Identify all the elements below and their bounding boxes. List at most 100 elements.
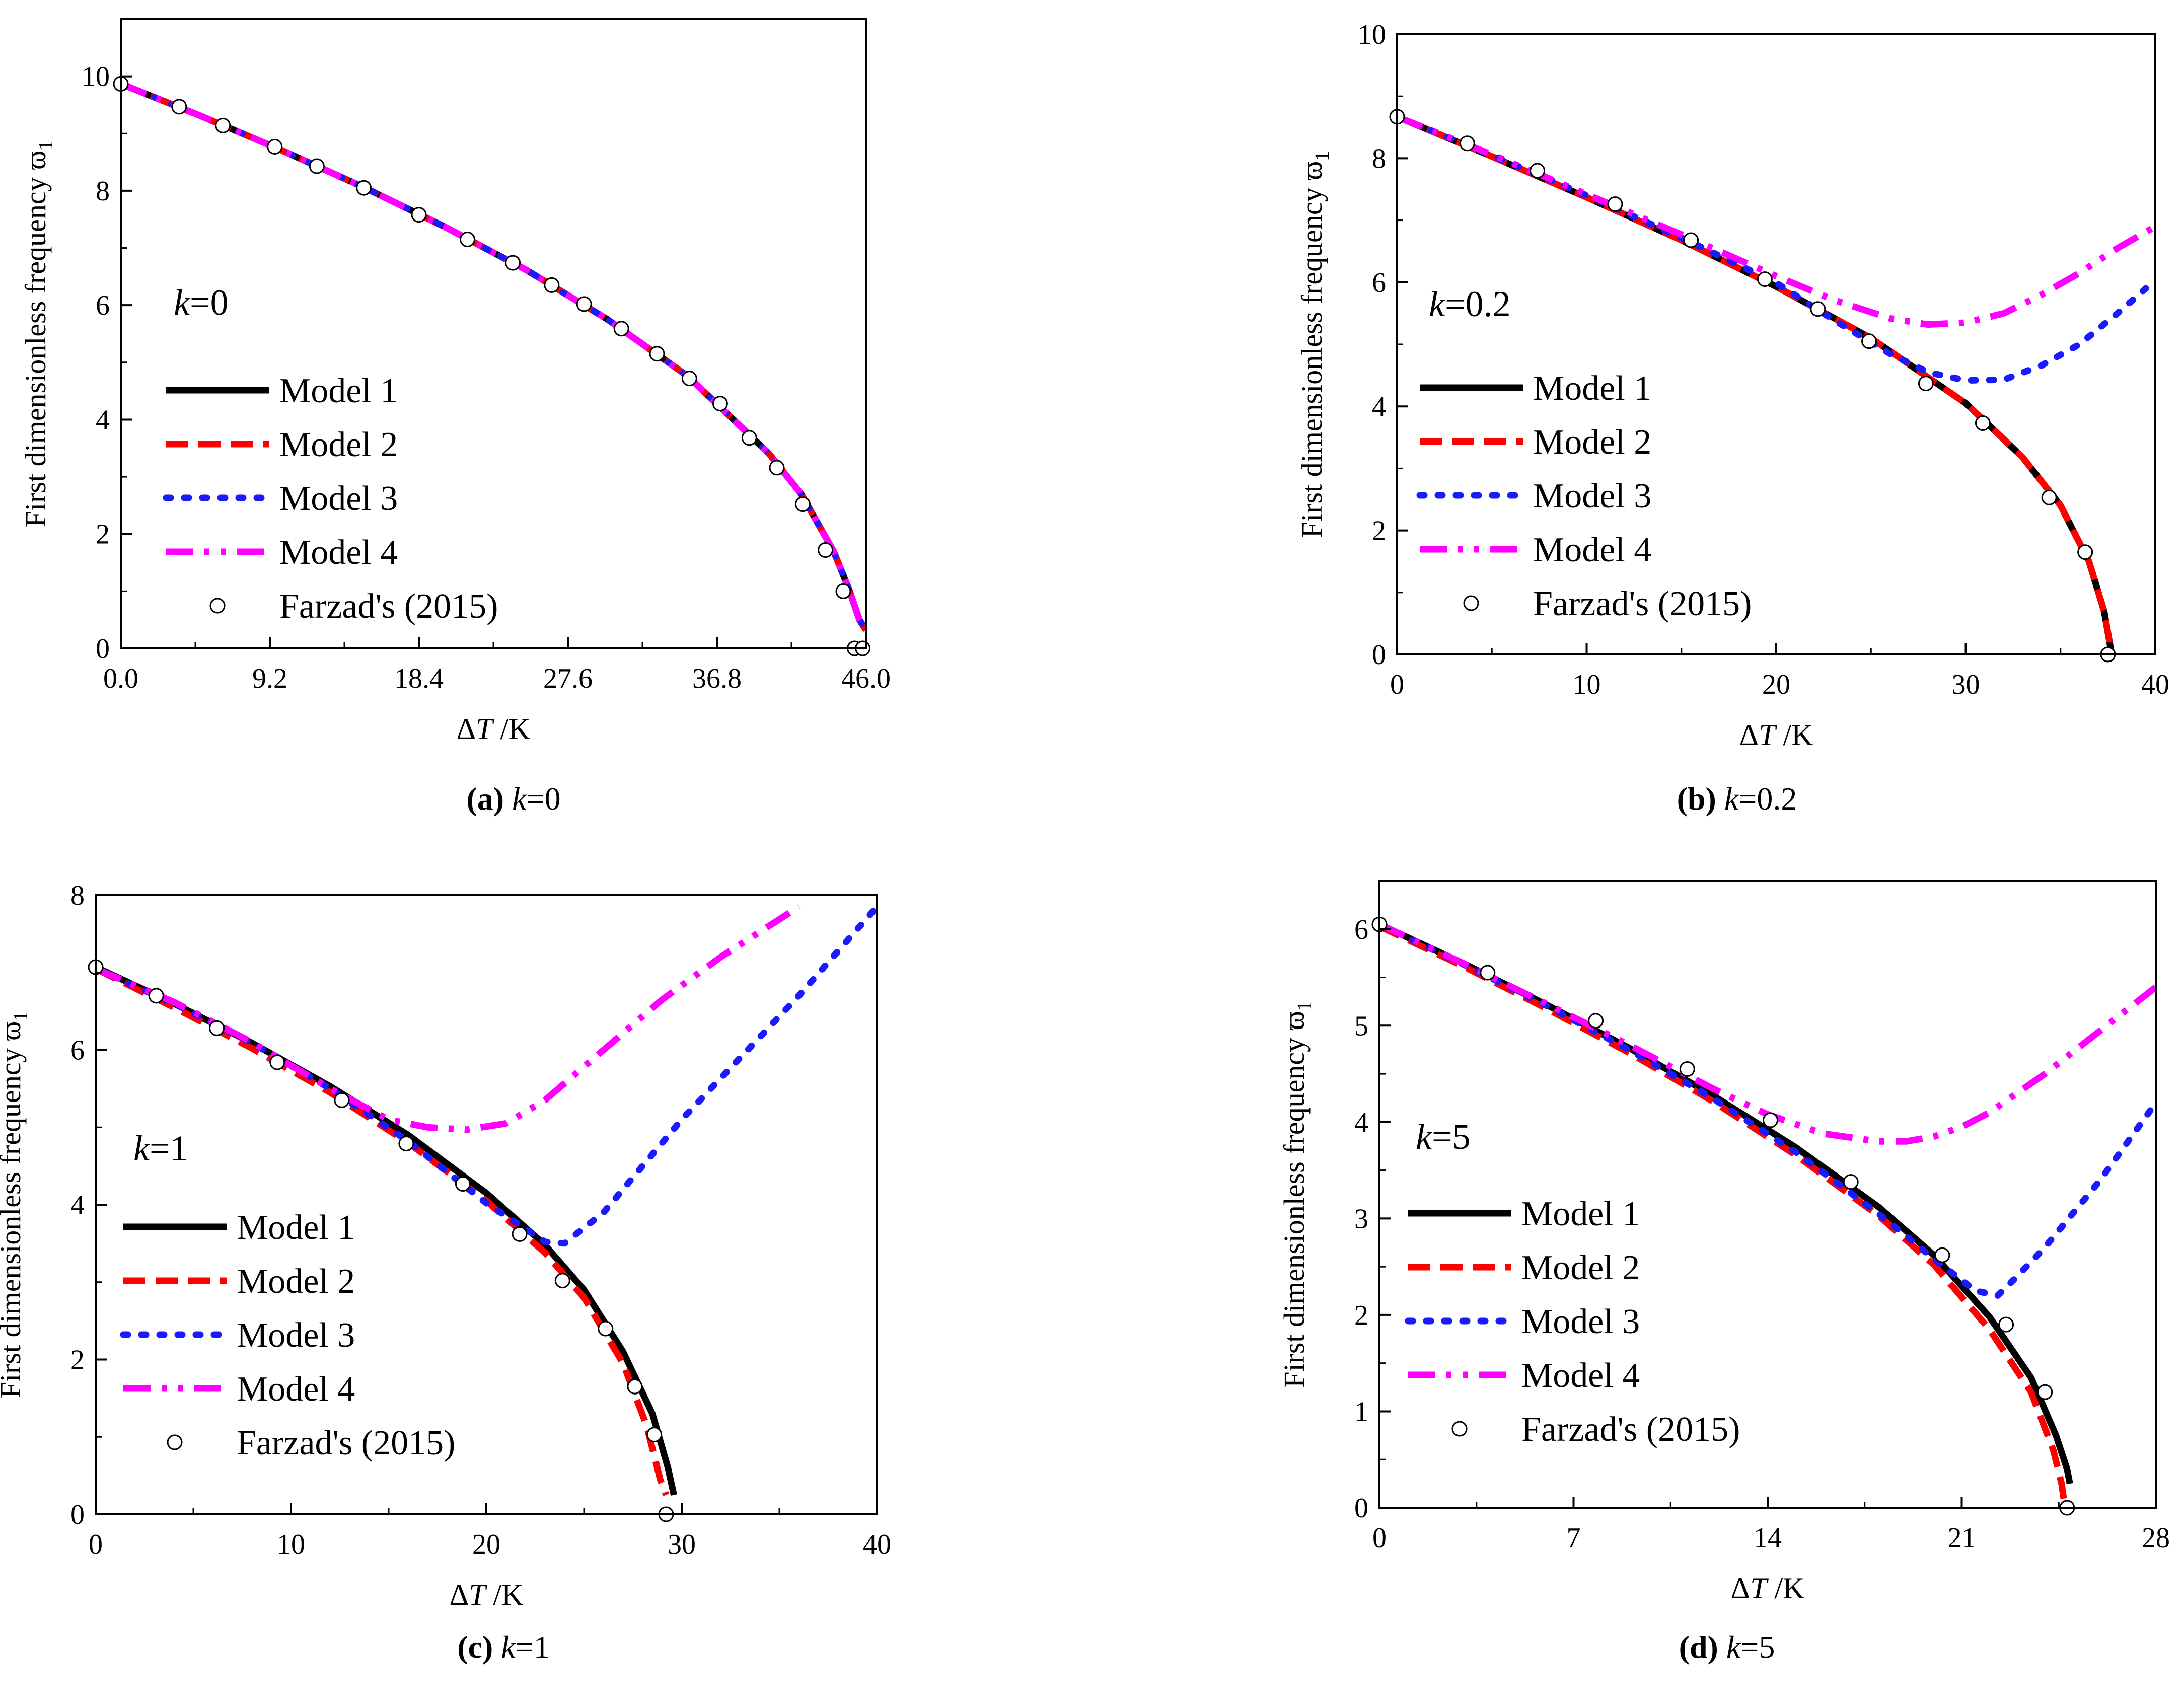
p1-k-annotation-val: =0.2 <box>1445 284 1511 324</box>
p0-legend-model2-label: Model 2 <box>279 425 398 464</box>
p1-legend-model2-label: Model 2 <box>1533 423 1651 462</box>
p2-ref-point <box>398 1136 414 1151</box>
p0-ref-point <box>712 396 728 412</box>
p2-x-tick-label: 10 <box>277 1529 305 1560</box>
p0-legend-model1-label: Model 1 <box>279 372 398 410</box>
p1-x-axis-label: ΔT /K <box>1739 718 1813 752</box>
p3-y-tick-label: 5 <box>1354 1010 1368 1042</box>
p1-legend-model3-label: Model 3 <box>1533 477 1651 516</box>
p0-ref-point <box>267 138 283 155</box>
p1-series-model3-line <box>1397 113 2149 384</box>
p1-x-axis-label-delta: Δ <box>1739 718 1759 752</box>
p3-series-model4-line <box>1379 921 2156 1145</box>
p0-x-axis-label-var: T <box>476 712 494 746</box>
p3-x-axis-label: ΔT /K <box>1731 1572 1805 1605</box>
p0-ref-point <box>769 460 785 476</box>
p3-y-axis-label-sub: 1 <box>1293 1001 1316 1011</box>
p1-x-tick-label: 20 <box>1762 669 1790 700</box>
p0-k-annotation-val: =0 <box>190 282 229 323</box>
p1-ref-point <box>1607 196 1623 212</box>
p1-x-axis-label-unit: /K <box>1775 718 1813 752</box>
panel-b: 0 10 20 30 40 0 2 4 6 8 10 ΔT /K First dimensionless… <box>0 0 2184 831</box>
p1-ref-point <box>1975 415 1991 431</box>
p1-ref-point <box>2041 489 2057 505</box>
p2-legend-model2-label: Model 2 <box>237 1262 355 1301</box>
panel-d: 0 7 14 21 28 0 1 2 3 4 5 6 ΔT /K First dimensionless … <box>0 831 2184 1688</box>
p1-y-tick-label: 0 <box>1372 639 1386 671</box>
p2-x-axis-label-var: T <box>469 1578 487 1611</box>
p3-ref-point <box>2037 1384 2053 1400</box>
p0-y-tick-label: 6 <box>96 290 110 321</box>
p3-x-tick-label: 28 <box>2142 1522 2170 1554</box>
p1-ref-point <box>1459 135 1475 152</box>
p1-ref-point <box>1810 301 1826 317</box>
p2-ref-point <box>627 1378 643 1395</box>
p1-ref-point <box>1861 333 1877 349</box>
p1-y-tick-label: 4 <box>1372 391 1386 422</box>
chart-d: 0 7 14 21 28 0 1 2 3 4 5 6 ΔT /K First dimensionless … <box>1278 880 2170 1605</box>
p0-ref-point <box>818 542 834 558</box>
p0-ref-point <box>613 321 629 337</box>
p3-x-tick-label: 0 <box>1372 1522 1387 1554</box>
p2-ref-point <box>646 1427 663 1443</box>
caption-d-var: k <box>1726 1629 1741 1665</box>
p1-ref-point <box>1757 271 1773 287</box>
p1-legend-ref-label: Farzad's (2015) <box>1533 584 1752 623</box>
p3-y-tick-label: 1 <box>1354 1396 1368 1427</box>
p3-x-tick-label: 14 <box>1754 1522 1782 1554</box>
p1-x-axis-label-var: T <box>1759 718 1777 752</box>
p0-ref-point <box>356 180 372 196</box>
p2-ref-point <box>455 1176 471 1192</box>
caption-c-label: (c) <box>457 1629 493 1665</box>
p1-plot-frame <box>1396 33 2156 655</box>
p3-y-tick-label: 0 <box>1354 1493 1368 1524</box>
p0-k-annotation: k=0 <box>174 282 229 323</box>
p1-y-tick-label: 2 <box>1372 516 1386 547</box>
caption-c: (c) k=1 <box>362 1629 644 1666</box>
p1-y-axis-label-sub: 1 <box>1311 151 1333 161</box>
p1-y-axis-label-text: First dimensionless frequency ϖ <box>1295 161 1328 538</box>
p0-ref-point <box>460 232 475 247</box>
caption-d-label: (d) <box>1679 1629 1718 1665</box>
p3-plot-frame <box>1378 880 2157 1509</box>
p0-ref-point <box>505 255 521 271</box>
p3-legend-model1-label: Model 1 <box>1521 1195 1640 1233</box>
caption-c-var: k <box>501 1629 516 1665</box>
p0-legend-ref-label: Farzad's (2015) <box>279 587 498 626</box>
p0-y-tick-label: 8 <box>96 176 110 207</box>
p3-y-tick-label: 4 <box>1354 1107 1368 1138</box>
p0-x-tick-label: 18.4 <box>394 663 444 694</box>
p2-x-tick-label: 20 <box>472 1529 500 1560</box>
p2-x-tick-label: 0 <box>89 1529 103 1560</box>
p2-ref-point <box>269 1054 285 1070</box>
p0-x-axis-label: ΔT /K <box>457 712 531 746</box>
chart-a: 0.0 9.2 18.4 27.6 36.8 46.0 0 2 4 6 8 10 ΔT /K First … <box>19 18 891 746</box>
p3-x-tick-label: 21 <box>1948 1522 1976 1554</box>
p2-x-axis-label: ΔT /K <box>450 1578 524 1611</box>
p2-x-tick-label: 30 <box>668 1529 696 1560</box>
caption-b-label: (b) <box>1677 781 1716 817</box>
p3-y-axis-label-text: First dimensionless frequency ϖ <box>1278 1011 1311 1388</box>
p2-ref-point <box>554 1273 570 1289</box>
p0-k-annotation-var: k <box>174 282 191 323</box>
p1-x-tick-label: 30 <box>1952 669 1980 700</box>
p2-series-model3-line <box>96 903 877 1247</box>
p1-legend-model1-label: Model 1 <box>1533 369 1651 408</box>
p1-x-tick-label: 0 <box>1390 669 1404 700</box>
p0-ref-point <box>681 371 697 387</box>
p2-y-tick-label: 4 <box>70 1190 85 1221</box>
p1-ref-point <box>1683 232 1699 248</box>
p0-y-axis-label: First dimensionless frequency ϖ1 <box>19 140 57 528</box>
p3-legend-model2-label: Model 2 <box>1521 1249 1640 1287</box>
p0-ref-point <box>171 99 187 115</box>
p0-x-tick-label: 46.0 <box>841 663 891 694</box>
chart-b: 0 10 20 30 40 0 2 4 6 8 10 ΔT /K First dimensionless… <box>1295 19 2169 752</box>
p0-ref-point <box>576 296 592 312</box>
p2-legend-model1-label: Model 1 <box>237 1208 355 1247</box>
p1-ref-point <box>1530 163 1546 179</box>
p0-y-tick-label: 0 <box>96 633 110 665</box>
p3-x-axis-label-delta: Δ <box>1731 1572 1751 1605</box>
p0-x-tick-label: 27.6 <box>543 663 593 694</box>
p1-k-annotation: k=0.2 <box>1429 284 1511 324</box>
p0-ref-point <box>215 117 231 133</box>
